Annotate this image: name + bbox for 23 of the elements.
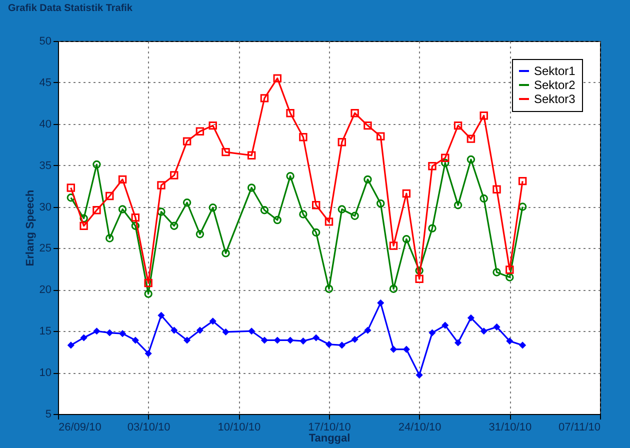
y-tick-label: 5: [45, 408, 52, 420]
y-tick-label: 45: [39, 76, 52, 89]
legend-label: Sektor2: [534, 78, 576, 92]
y-tick-label: 20: [39, 284, 52, 296]
x-tick-label: 24/10/10: [398, 422, 442, 434]
x-tick-label: 10/10/10: [218, 422, 261, 434]
x-axis-title: Tanggal: [308, 432, 350, 444]
y-tick-label: 30: [39, 201, 52, 214]
y-tick-label: 35: [39, 160, 52, 172]
x-tick-label: 26/09/10: [58, 422, 102, 434]
x-tick-label: 17/10/10: [308, 422, 351, 434]
chart-title: Grafik Data Statistik Trafik: [8, 3, 133, 14]
y-axis-title: Erlang Speech: [24, 190, 36, 266]
x-tick-label: 31/10/10: [488, 422, 532, 434]
x-tick-label: 03/10/10: [127, 422, 170, 434]
x-tick-label: 07/11/10: [558, 422, 600, 434]
legend-label: Sektor1: [534, 64, 576, 78]
y-tick-label: 15: [39, 326, 52, 338]
legend-label: Sektor3: [534, 92, 576, 106]
y-tick-label: 10: [39, 367, 52, 380]
y-tick-label: 25: [39, 242, 52, 255]
y-tick-label: 40: [39, 118, 52, 130]
y-tick-label: 50: [39, 36, 52, 48]
